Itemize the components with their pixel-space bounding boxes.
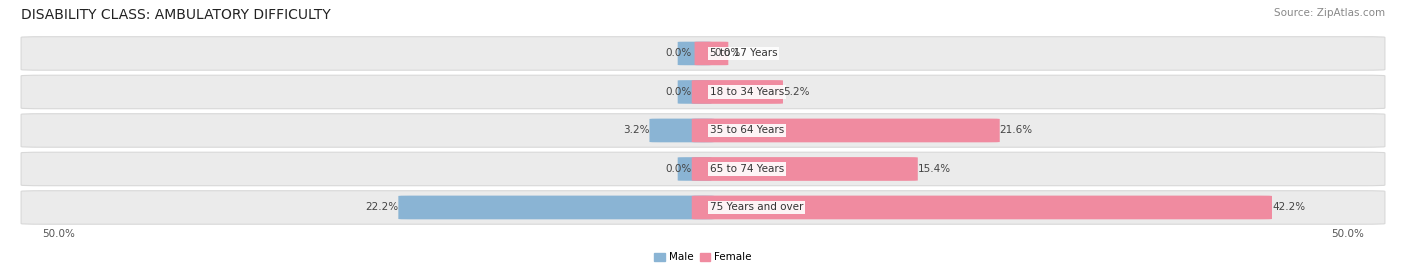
FancyBboxPatch shape — [692, 119, 1000, 142]
Text: 35 to 64 Years: 35 to 64 Years — [710, 125, 785, 136]
Text: 5.2%: 5.2% — [783, 87, 810, 97]
Text: 22.2%: 22.2% — [366, 203, 398, 213]
Text: 0.0%: 0.0% — [714, 48, 741, 58]
Text: 0.0%: 0.0% — [665, 48, 692, 58]
FancyBboxPatch shape — [692, 80, 783, 104]
Text: 0.0%: 0.0% — [665, 87, 692, 97]
FancyBboxPatch shape — [21, 75, 1385, 109]
Text: 0.0%: 0.0% — [665, 164, 692, 174]
FancyBboxPatch shape — [692, 157, 918, 181]
FancyBboxPatch shape — [21, 191, 1385, 224]
FancyBboxPatch shape — [695, 42, 728, 65]
FancyBboxPatch shape — [692, 196, 1272, 219]
Text: 65 to 74 Years: 65 to 74 Years — [710, 164, 785, 174]
Text: 50.0%: 50.0% — [42, 229, 75, 239]
FancyBboxPatch shape — [21, 114, 1385, 147]
Legend: Male, Female: Male, Female — [650, 248, 756, 267]
Text: 18 to 34 Years: 18 to 34 Years — [710, 87, 785, 97]
FancyBboxPatch shape — [21, 152, 1385, 186]
Text: 42.2%: 42.2% — [1272, 203, 1305, 213]
Text: DISABILITY CLASS: AMBULATORY DIFFICULTY: DISABILITY CLASS: AMBULATORY DIFFICULTY — [21, 8, 330, 22]
Text: 21.6%: 21.6% — [1000, 125, 1033, 136]
FancyBboxPatch shape — [678, 80, 711, 104]
FancyBboxPatch shape — [678, 42, 711, 65]
Text: 15.4%: 15.4% — [918, 164, 950, 174]
FancyBboxPatch shape — [678, 157, 711, 181]
Text: 50.0%: 50.0% — [1331, 229, 1364, 239]
Text: 75 Years and over: 75 Years and over — [710, 203, 803, 213]
FancyBboxPatch shape — [650, 119, 714, 142]
FancyBboxPatch shape — [398, 196, 714, 219]
FancyBboxPatch shape — [21, 37, 1385, 70]
Text: 5 to 17 Years: 5 to 17 Years — [710, 48, 778, 58]
Text: 3.2%: 3.2% — [623, 125, 650, 136]
Text: Source: ZipAtlas.com: Source: ZipAtlas.com — [1274, 8, 1385, 18]
